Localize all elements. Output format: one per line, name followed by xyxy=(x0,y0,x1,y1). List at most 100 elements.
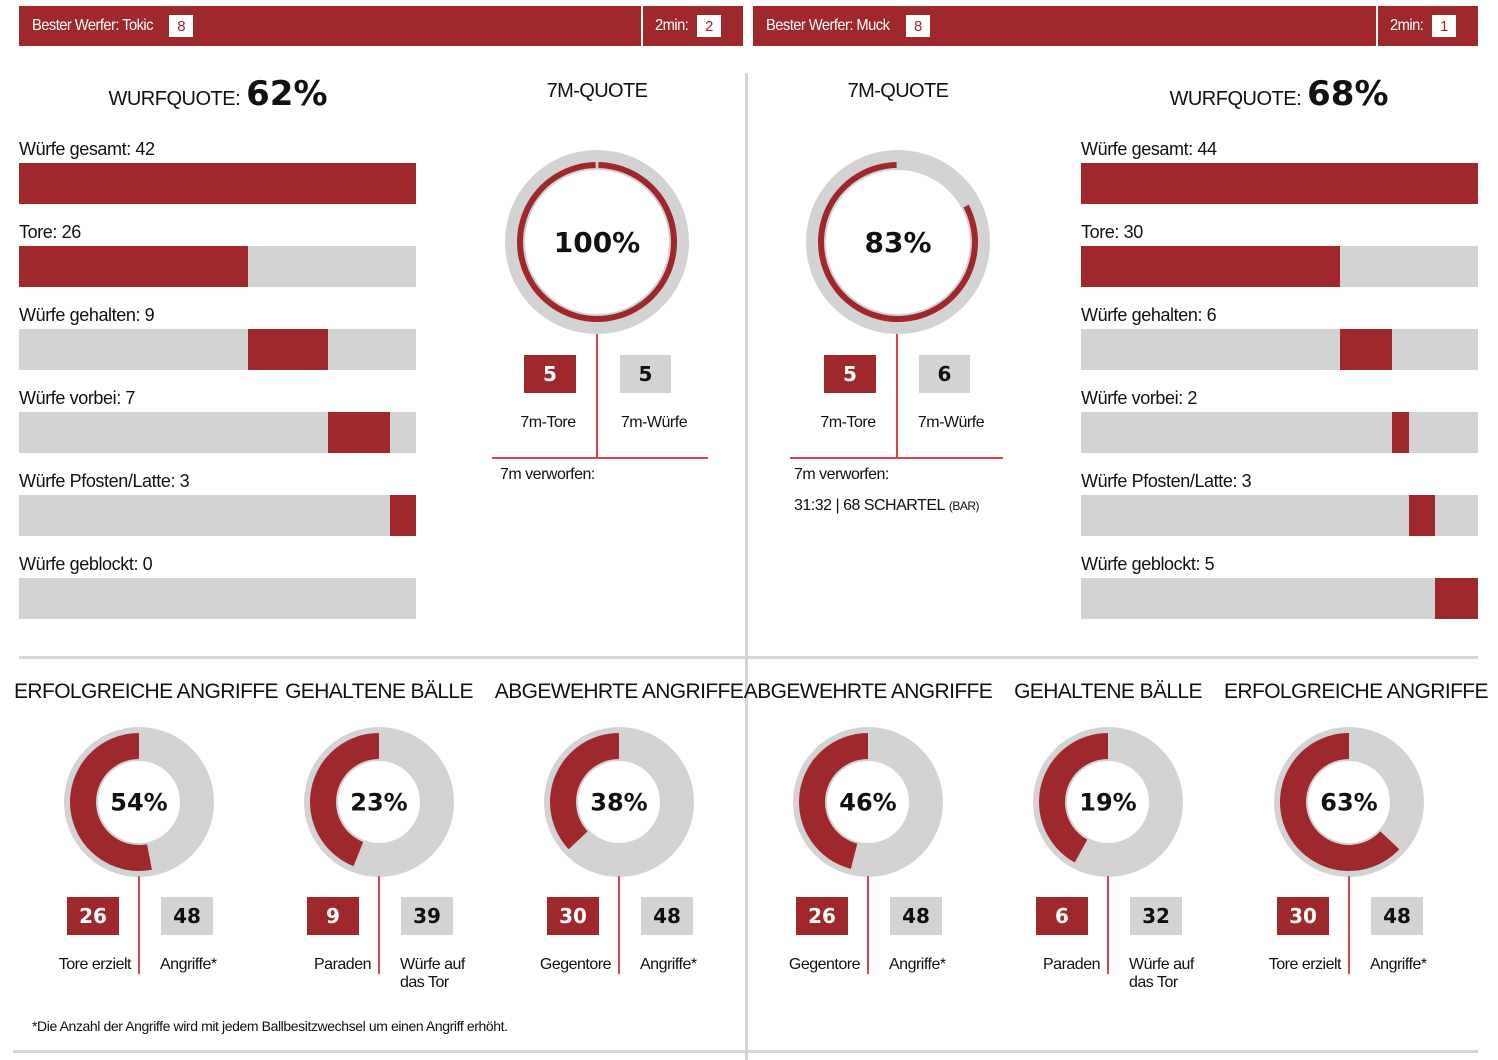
donut-hole xyxy=(826,170,970,314)
bar-label-geblockt: Würfe geblockt: 0 xyxy=(19,554,153,574)
donut-percent-label: 38% xyxy=(590,789,647,817)
bar-label-gesamt: Würfe gesamt: 42 xyxy=(19,139,155,159)
bottom-divider-right xyxy=(748,1050,1478,1053)
donut-hole xyxy=(578,761,660,843)
donut-hole xyxy=(98,761,180,843)
donut-red-value: 6 xyxy=(1036,897,1088,935)
seven-m-missed-label: 7m verworfen: xyxy=(794,466,889,483)
stat-donut-3: 38% xyxy=(544,727,694,877)
donut-percent-label: 83% xyxy=(864,226,931,259)
donut-arc xyxy=(1039,733,1108,863)
donut-red-label: Gegentore xyxy=(788,956,861,973)
bar-fill-geblockt xyxy=(1434,578,1478,619)
donut-percent-label: 19% xyxy=(1079,789,1136,817)
bar-label-gehalten: Würfe gehalten: 9 xyxy=(19,305,155,325)
seven-m-divider-horizontal xyxy=(492,457,708,459)
bar-label-vorbei: Würfe vorbei: 2 xyxy=(1081,388,1198,408)
donut-title: GEHALTENE BÄLLE xyxy=(1014,680,1202,703)
donut-hole xyxy=(1067,761,1149,843)
two-min-value: 2 xyxy=(697,15,722,37)
donut-title: ERFOLGREICHE ANGRIFFE xyxy=(14,680,279,703)
seven-m-goals-value: 5 xyxy=(524,355,576,393)
two-min-label: 2min: xyxy=(1390,17,1424,34)
best-thrower-label: Bester Werfer: Muck xyxy=(766,17,890,34)
donut-divider-vertical xyxy=(138,876,140,974)
seven-m-missed-label: 7m verworfen: xyxy=(500,466,595,483)
seven-m-divider-horizontal xyxy=(790,457,1003,459)
donut-grey-value: 48 xyxy=(161,897,213,935)
bar-track-gesamt xyxy=(19,163,416,204)
bar-fill-vorbei xyxy=(327,412,390,453)
bar-fill-pfosten-latte xyxy=(389,495,416,536)
donut-title: ABGEWEHRTE ANGRIFFE xyxy=(494,680,744,703)
bar-fill-vorbei xyxy=(1391,412,1409,453)
donut-arc xyxy=(1280,733,1400,871)
donut-percent-label: 100% xyxy=(554,226,641,259)
donut-grey-label: Angriffe* xyxy=(160,956,217,973)
bar-track-geblockt xyxy=(1081,578,1478,619)
donut-grey-label: Würfe auf das Tor xyxy=(1129,956,1194,991)
wurfquote-value: 62% xyxy=(246,74,328,114)
section-divider-right xyxy=(748,656,1478,659)
donut-hole xyxy=(1308,761,1390,843)
best-thrower-bar-left: Bester Werfer: Tokic 8 xyxy=(19,6,641,46)
two-min-bar-right: 2min: 1 xyxy=(1378,6,1478,46)
bar-fill-tore xyxy=(1081,246,1340,287)
bar-fill-tore xyxy=(19,246,249,287)
bar-label-tore: Tore: 26 xyxy=(19,222,81,242)
wurfquote-label: WURFQUOTE: xyxy=(108,88,241,110)
bar-track-gesamt xyxy=(1081,163,1478,204)
seven-m-divider-vertical xyxy=(896,334,898,458)
bar-track-vorbei xyxy=(19,412,416,453)
best-thrower-label: Bester Werfer: Tokic xyxy=(32,17,154,34)
donut-grey-label: Angriffe* xyxy=(640,956,697,973)
stat-donut-2: 23% xyxy=(304,727,454,877)
donut-red-label: Paraden xyxy=(1043,956,1101,973)
donut-red-value: 9 xyxy=(307,897,359,935)
donut-title: GEHALTENE BÄLLE xyxy=(285,680,473,703)
donut-grey-label: Angriffe* xyxy=(889,956,946,973)
donut-divider-vertical xyxy=(378,876,380,974)
bar-fill-gesamt xyxy=(19,163,416,204)
donut-red-value: 30 xyxy=(1277,897,1329,935)
bar-track-gehalten xyxy=(1081,329,1478,370)
donut-arc xyxy=(550,733,619,850)
donut-divider-vertical xyxy=(867,876,869,974)
bar-fill-gehalten xyxy=(248,329,328,370)
donut-grey-value: 48 xyxy=(890,897,942,935)
bar-label-geblockt: Würfe geblockt: 5 xyxy=(1081,554,1215,574)
donut-grey-value: 48 xyxy=(641,897,693,935)
donut-divider-vertical xyxy=(1348,876,1350,974)
bar-label-tore: Tore: 30 xyxy=(1081,222,1143,242)
missed-detail-team: (BAR) xyxy=(948,499,980,513)
donut-percent-label: 46% xyxy=(839,789,896,817)
donut-hole xyxy=(525,170,669,314)
donut-red-value: 26 xyxy=(796,897,848,935)
bar-label-pfosten-latte: Würfe Pfosten/Latte: 3 xyxy=(1081,471,1252,491)
donut-grey-label: Würfe auf das Tor xyxy=(400,956,465,991)
donut-title: ERFOLGREICHE ANGRIFFE xyxy=(1224,680,1489,703)
bar-fill-gesamt xyxy=(1081,163,1478,204)
donut-title: ABGEWEHRTE ANGRIFFE xyxy=(743,680,993,703)
donut-grey-label: Angriffe* xyxy=(1370,956,1427,973)
stat-donut-1: 54% xyxy=(64,727,214,877)
seven-m-divider-vertical xyxy=(596,334,598,458)
donut-red-label: Paraden xyxy=(314,956,372,973)
bar-track-vorbei xyxy=(1081,412,1478,453)
donut-red-label: Gegentore xyxy=(539,956,612,973)
donut-arc xyxy=(69,733,152,871)
stat-donut-3: 63% xyxy=(1274,727,1424,877)
donut-divider-vertical xyxy=(618,876,620,974)
wurfquote-title-left: WURFQUOTE: 62% xyxy=(19,74,417,114)
stat-donut-2: 19% xyxy=(1033,727,1183,877)
section-divider-left xyxy=(19,656,745,659)
donut-red-label: Tore erzielt xyxy=(58,956,132,973)
seven-m-attempts-label: 7m-Würfe xyxy=(917,414,985,431)
donut-grey-value: 39 xyxy=(401,897,453,935)
best-thrower-bar-right: Bester Werfer: Muck 8 xyxy=(753,6,1376,46)
donut-grey-value: 48 xyxy=(1371,897,1423,935)
donut-percent-label: 63% xyxy=(1320,789,1377,817)
seven-m-title: 7M-QUOTE xyxy=(546,80,648,102)
bar-label-gehalten: Würfe gehalten: 6 xyxy=(1081,305,1217,325)
donut-hole xyxy=(338,761,420,843)
